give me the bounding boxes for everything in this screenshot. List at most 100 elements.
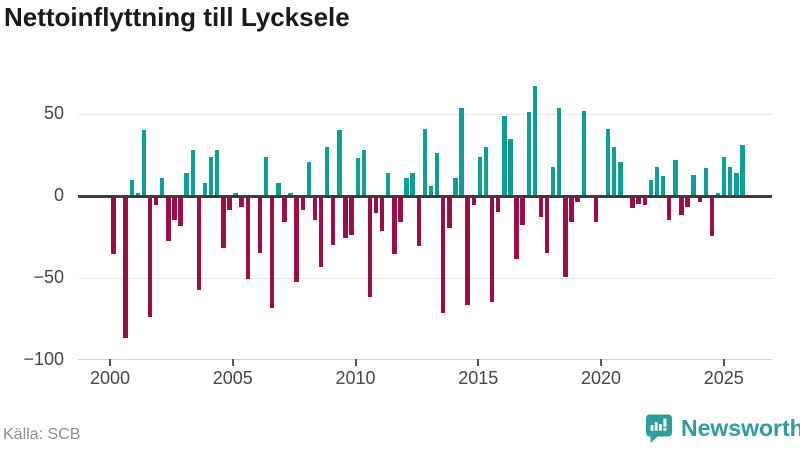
bar-2009Q4: [349, 197, 354, 235]
bar-2022Q2: [654, 166, 660, 196]
bar-2008Q1: [306, 161, 312, 196]
bar-2023Q2: [679, 197, 684, 216]
bar-2018Q1: [550, 166, 556, 196]
x-axis-line: [78, 359, 772, 360]
bar-2011Q2: [386, 173, 391, 196]
bar-2020Q3: [612, 146, 617, 196]
bar-2010Q3: [367, 197, 373, 297]
source-caption: Källa: SCB: [3, 426, 81, 443]
bar-2005Q3: [245, 197, 250, 279]
bar-2011Q4: [398, 197, 403, 222]
x-axis-label: 2005: [212, 368, 253, 388]
y-axis-label: 50: [43, 103, 64, 123]
bar-2003Q4: [202, 182, 208, 196]
bar-2012Q1: [404, 177, 409, 196]
bar-2001Q3: [147, 197, 153, 317]
bar-2013Q1: [428, 186, 434, 196]
bar-2025Q3: [734, 173, 739, 196]
bar-2018Q2: [557, 107, 562, 196]
bar-2019Q1: [575, 197, 580, 202]
bar-2013Q2: [434, 153, 440, 196]
bar-2010Q2: [361, 150, 367, 196]
bar-2006Q2: [263, 156, 269, 196]
bar-2003Q1: [184, 173, 189, 196]
bar-2004Q3: [221, 197, 226, 248]
bar-2007Q4: [300, 197, 305, 211]
bar-2009Q3: [343, 197, 348, 238]
bar-2000Q3: [123, 197, 128, 338]
bar-2006Q1: [257, 197, 263, 253]
newsworthy-wordmark: Newsworthy: [681, 414, 800, 441]
bar-2020Q4: [618, 161, 623, 196]
bar-2002Q3: [172, 197, 177, 220]
bar-2013Q3: [441, 197, 446, 314]
bar-2010Q1: [355, 158, 360, 196]
x-axis-label: 2000: [89, 368, 131, 388]
bar-2022Q3: [660, 176, 666, 196]
bar-2002Q1: [160, 177, 165, 196]
bar-2002Q2: [166, 197, 171, 242]
bar-2019Q2: [581, 110, 586, 196]
y-axis-label: −100: [23, 349, 64, 369]
bar-2011Q1: [379, 197, 385, 232]
newsworthy-logo: Newsworthy: [644, 412, 800, 444]
bar-2002Q4: [178, 197, 183, 227]
bar-2012Q3: [416, 197, 421, 247]
bar-2024Q1: [697, 197, 702, 202]
bar-2021Q3: [636, 197, 641, 204]
bar-2008Q3: [318, 197, 324, 268]
bar-2023Q3: [685, 197, 690, 207]
bar-2009Q1: [331, 197, 336, 245]
bar-2024Q4: [715, 192, 721, 196]
x-axis-tick: [231, 359, 234, 366]
bar-2020Q2: [605, 128, 611, 196]
chart-title: Nettoinflyttning till Lycksele: [4, 2, 350, 32]
bar-2024Q2: [703, 168, 709, 196]
zero-baseline: [78, 195, 772, 198]
bar-2004Q1: [208, 156, 214, 196]
bar-2005Q2: [239, 197, 244, 207]
x-axis-tick: [722, 359, 725, 366]
x-axis-tick: [109, 359, 111, 366]
x-axis-tick: [354, 359, 357, 366]
bar-2015Q3: [489, 197, 495, 302]
bar-2021Q4: [642, 197, 647, 206]
bar-2022Q4: [667, 197, 672, 220]
bar-2017Q4: [544, 197, 550, 253]
bar-2003Q2: [190, 150, 195, 196]
bar-2021Q2: [630, 197, 635, 209]
bar-2025Q2: [728, 166, 733, 196]
x-axis-tick: [600, 359, 602, 366]
bar-2007Q1: [282, 197, 287, 222]
x-axis-label: 2015: [458, 368, 499, 388]
bar-2006Q4: [276, 182, 281, 196]
bar-2008Q4: [324, 146, 330, 196]
bar-2006Q3: [270, 197, 275, 309]
bar-2009Q2: [337, 130, 342, 196]
bar-2023Q4: [691, 174, 696, 196]
bar-2012Q4: [422, 128, 428, 196]
bar-2001Q4: [153, 197, 159, 206]
bar-2013Q4: [447, 197, 452, 229]
bar-2004Q4: [227, 197, 232, 211]
bar-2016Q2: [508, 138, 513, 196]
bar-2022Q1: [648, 179, 654, 196]
x-axis-label: 2020: [580, 368, 622, 388]
bar-2015Q4: [496, 197, 501, 212]
y-axis-label: −50: [33, 267, 64, 287]
x-axis-label: 2025: [703, 368, 744, 388]
bar-2004Q2: [215, 150, 220, 196]
bar-2007Q2: [288, 192, 293, 196]
bar-2005Q1: [233, 192, 238, 196]
bar-2014Q4: [471, 197, 476, 206]
bar-2016Q1: [502, 115, 507, 196]
bar-2014Q1: [453, 177, 458, 196]
x-axis-tick: [477, 359, 480, 366]
bar-2007Q3: [294, 197, 299, 283]
bar-2015Q2: [483, 146, 489, 196]
bar-2015Q1: [477, 156, 483, 196]
bar-2018Q4: [569, 197, 574, 222]
y-axis-label: 0: [53, 185, 64, 205]
bar-2010Q4: [373, 197, 379, 214]
